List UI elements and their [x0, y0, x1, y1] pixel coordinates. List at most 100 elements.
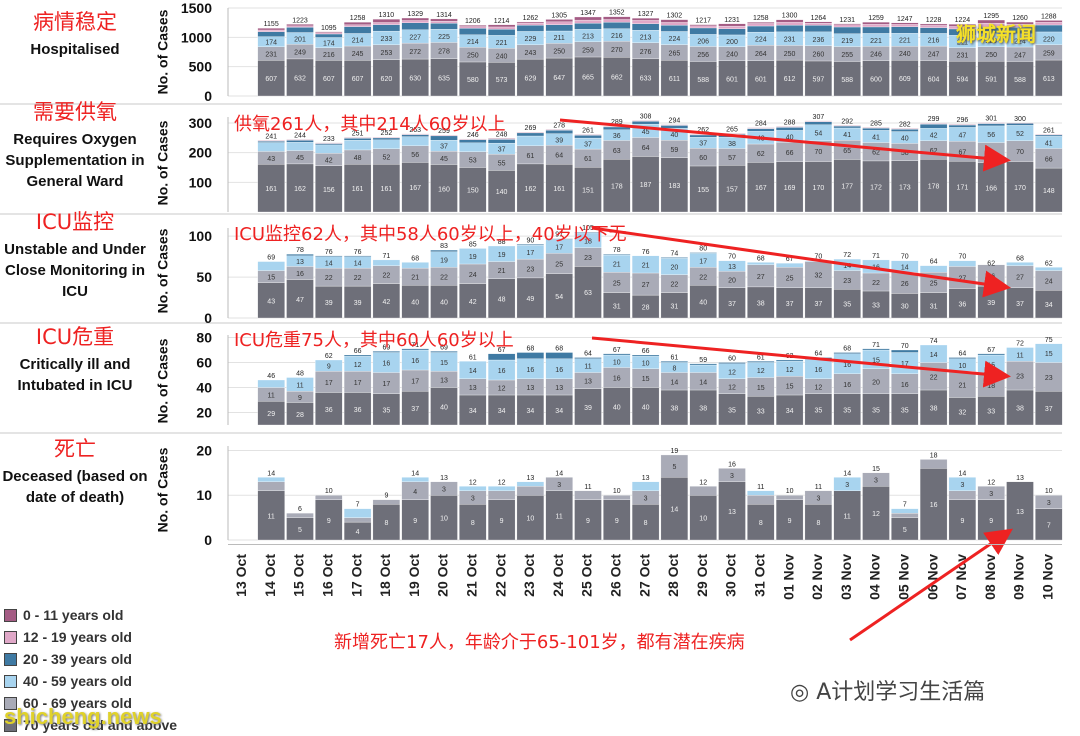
bar-segment	[401, 58, 429, 97]
bar-total-label: 1214	[494, 18, 510, 25]
annotation-arrow	[559, 118, 1011, 172]
bar-value-label: 37	[699, 141, 707, 148]
bar-segment	[286, 24, 314, 27]
bar-segment	[516, 22, 545, 26]
bar-value-label: 17	[411, 379, 419, 386]
bar-value-label: 14	[930, 352, 938, 359]
bar-segment	[747, 128, 775, 132]
bar-segment	[257, 140, 285, 142]
bar-segment	[1035, 267, 1063, 271]
bar-value-label: 5	[298, 527, 302, 534]
bar-segment	[948, 357, 977, 359]
bar-value-label: 255	[841, 52, 853, 59]
bar-total-label: 76	[642, 249, 650, 256]
bar-value-label: 56	[987, 132, 995, 139]
bar-value-label: 16	[843, 362, 851, 369]
bar-total-label: 69	[267, 255, 275, 262]
bar-segment	[977, 353, 1005, 356]
bar-segment	[257, 142, 285, 152]
bar-segment	[257, 164, 285, 213]
bar-value-label: 23	[527, 267, 535, 274]
bar-total-label: 13	[440, 475, 448, 482]
bar-value-label: 140	[496, 189, 508, 196]
bar-total-label: 12	[699, 479, 707, 486]
bar-segment	[603, 353, 631, 356]
bar-segment	[891, 22, 919, 25]
bar-value-label: 12	[498, 386, 506, 393]
bar-value-label: 15	[267, 275, 275, 282]
bar-value-label: 19	[469, 254, 477, 261]
bar-value-label: 33	[872, 303, 880, 310]
bar-value-label: 22	[671, 282, 679, 289]
y-tick-label: 100	[189, 228, 213, 244]
bar-value-label: 12	[815, 384, 823, 391]
bar-segment	[343, 164, 372, 213]
bar-segment	[891, 349, 919, 353]
bar-value-label: 70	[1016, 149, 1024, 156]
bar-segment	[545, 24, 573, 32]
bar-value-label: 52	[1016, 131, 1024, 138]
bar-value-label: 224	[669, 36, 681, 43]
bar-segment	[516, 131, 545, 133]
bar-value-label: 66	[1045, 156, 1053, 163]
x-tick-label: 30 Oct	[723, 554, 739, 597]
bar-value-label: 24	[469, 272, 477, 279]
bar-value-label: 15	[757, 385, 765, 392]
bar-segment	[718, 25, 746, 29]
bar-total-label: 1288	[1041, 13, 1057, 20]
bar-segment	[545, 477, 573, 491]
bar-value-label: 183	[669, 183, 681, 190]
bar-value-label: 27	[757, 274, 765, 281]
bar-segment	[948, 24, 977, 27]
bar-value-label: 3	[442, 487, 446, 494]
bar-value-label: 16	[613, 376, 621, 383]
bar-segment	[343, 392, 372, 426]
bar-value-label: 39	[325, 300, 333, 307]
bar-value-label: 9	[413, 518, 417, 525]
bar-value-label: 23	[1045, 375, 1053, 382]
bar-segment	[545, 238, 573, 240]
bar-value-label: 22	[699, 274, 707, 281]
panel-title-zh: ICU危重	[35, 325, 115, 349]
bar-total-label: 251	[352, 130, 364, 137]
bar-segment	[862, 348, 890, 351]
bar-value-label: 607	[323, 76, 335, 83]
bar-total-label: 1258	[753, 15, 769, 22]
bar-value-label: 7	[1047, 522, 1051, 529]
bar-value-label: 10	[613, 359, 621, 366]
bar-value-label: 10	[699, 516, 707, 523]
bar-total-label: 18	[930, 452, 938, 459]
bar-value-label: 3	[874, 478, 878, 485]
bar-total-label: 1262	[523, 15, 539, 22]
bar-value-label: 17	[354, 380, 362, 387]
x-tick-label: 17 Oct	[348, 554, 364, 597]
bar-segment	[603, 387, 631, 426]
bar-segment	[631, 504, 660, 541]
y-tick-label: 40	[196, 380, 212, 396]
bar-total-label: 67	[786, 256, 794, 263]
bar-value-label: 221	[496, 40, 508, 47]
bar-segment	[862, 472, 890, 487]
bar-segment	[977, 396, 1005, 426]
legend-swatch	[4, 652, 17, 666]
bar-total-label: 61	[757, 354, 765, 361]
bar-total-label: 97	[555, 232, 563, 239]
bar-value-label: 40	[411, 300, 419, 307]
bar-segment	[631, 17, 660, 21]
y-tick-label: 10	[196, 487, 212, 503]
bar-value-label: 41	[843, 132, 851, 139]
bar-segment	[459, 486, 487, 491]
bar-total-label: 11	[815, 484, 822, 491]
bar-value-label: 42	[325, 157, 333, 164]
bar-value-label: 37	[728, 301, 736, 308]
annotation-deceased: 新增死亡17人，年龄介于65-101岁，都有潜在疾病	[334, 632, 745, 653]
bar-total-label: 307	[813, 114, 825, 121]
bar-value-label: 12	[872, 511, 880, 518]
bar-value-label: 580	[467, 77, 479, 84]
annotation-arrow	[591, 336, 1011, 388]
bar-segment	[372, 393, 401, 426]
bar-value-label: 22	[383, 273, 391, 280]
bar-value-label: 16	[498, 368, 506, 375]
legend-swatch	[4, 608, 17, 622]
bar-value-label: 17	[901, 361, 909, 368]
